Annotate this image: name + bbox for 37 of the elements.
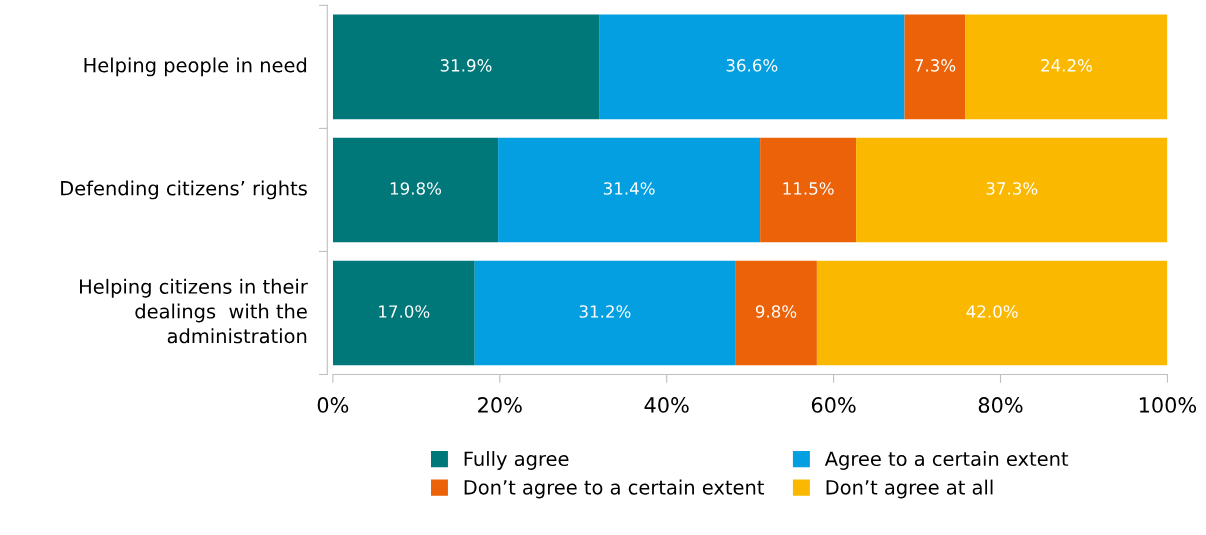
data-label: 17.0%	[379, 305, 430, 318]
bar	[332, 137, 499, 243]
bar	[599, 14, 905, 120]
y-tick-label: Helping citizens in their dealings with the administration	[80, 278, 308, 344]
x-tick-label: 0%	[317, 397, 349, 413]
data-label: 19.8%	[390, 182, 442, 195]
x-tick-label: 20%	[478, 397, 522, 413]
legend-label: Don’t agree to a certain extent	[464, 479, 764, 499]
data-label: 31.9%	[440, 59, 492, 72]
x-tick-label: 40%	[644, 397, 689, 413]
bar	[760, 137, 857, 243]
data-label: 7.3%	[915, 59, 956, 72]
x-tick-label: 100%	[1139, 397, 1197, 413]
bar	[332, 260, 475, 366]
x-tick-label: 60%	[811, 397, 856, 413]
data-label: 24.2%	[1041, 59, 1092, 72]
bar	[856, 137, 1168, 243]
legend-label: Fully agree	[464, 451, 569, 470]
legend-label: Don’t agree at all	[826, 479, 993, 499]
bar	[904, 14, 966, 120]
data-label: 31.2%	[579, 305, 631, 318]
bar	[498, 137, 761, 243]
data-label: 37.3%	[986, 182, 1038, 195]
legend-label: Agree to a certain extent	[824, 451, 1069, 470]
data-label: 36.6%	[726, 59, 778, 72]
bar	[332, 14, 600, 120]
x-tick-label: 80%	[978, 397, 1023, 413]
y-tick-label: Helping people in need	[84, 57, 307, 77]
bar	[735, 260, 817, 366]
data-label: 11.5%	[783, 182, 834, 195]
data-label: 31.4%	[603, 182, 655, 195]
bar	[474, 260, 736, 366]
y-tick-label: Defending citizens’ rights	[61, 180, 307, 200]
bar	[816, 260, 1168, 366]
data-label: 42.0%	[966, 305, 1018, 318]
bar	[965, 14, 1168, 120]
data-label: 9.8%	[755, 305, 797, 318]
